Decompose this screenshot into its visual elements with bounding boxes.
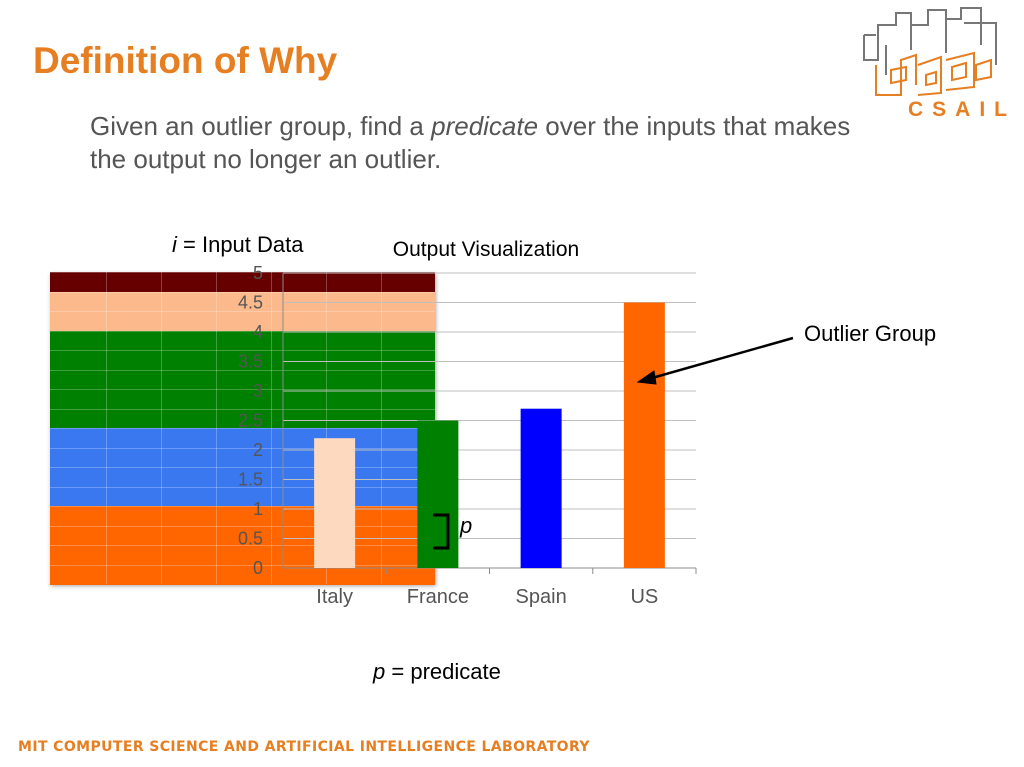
grid-row [50, 564, 435, 585]
predicate-text: predicate [410, 659, 501, 684]
y-tick-label: 0 [253, 558, 263, 578]
subtitle-text-end: over the inputs that makes the output no… [90, 111, 851, 174]
y-tick-label: 2 [253, 440, 263, 460]
grid-row [50, 272, 435, 293]
subtitle-emphasis: predicate [431, 111, 539, 141]
grid-row [50, 408, 435, 429]
bar-france [417, 420, 459, 568]
grid-row [50, 350, 435, 371]
x-tick-label: France [407, 586, 469, 608]
grid-row [50, 311, 435, 332]
grid-column-divider [161, 272, 162, 584]
outlier-group-label: Outlier Group [804, 321, 937, 346]
p-marker-var: p [460, 513, 473, 538]
subtitle-text-start: Given an outlier group, find a [90, 111, 432, 141]
bar-us [623, 302, 665, 568]
slide-title: Definition of Why [33, 40, 338, 81]
grid-column-divider [106, 272, 107, 584]
y-tick-label: 4 [253, 322, 263, 342]
slide-subtitle: Given an outlier group, find a predicate… [90, 110, 870, 176]
outlier-arrow-icon [651, 336, 794, 380]
chart-title: Output Visualization [393, 238, 579, 261]
y-tick-label: 1 [253, 499, 263, 519]
grid-row [50, 369, 435, 390]
y-tick-label: 3 [253, 381, 263, 401]
input-data-label: i = Input Data [172, 232, 303, 258]
footer-lab-name: MIT COMPUTER SCIENCE AND ARTIFICIAL INTE… [18, 739, 590, 755]
predicate-label: p = predicate [373, 659, 501, 685]
input-eq: = [176, 232, 202, 257]
input-var: i [172, 232, 177, 257]
y-tick-label: 2.5 [238, 411, 263, 431]
y-tick-label: 3.5 [238, 352, 263, 372]
p-marker-label: p [460, 513, 472, 539]
y-tick-label: 4.5 [238, 293, 263, 313]
y-tick-label: 1.5 [238, 470, 263, 490]
grid-column-divider [381, 272, 382, 584]
bar-spain [520, 408, 562, 568]
grid-row [50, 330, 435, 351]
bar-italy [314, 438, 356, 568]
x-tick-label: Italy [316, 586, 353, 608]
y-tick-label: 0.5 [238, 529, 263, 549]
grid-column-divider [216, 272, 217, 584]
predicate-eq: = [385, 659, 411, 684]
x-tick-label: Spain [516, 586, 567, 608]
grid-row [50, 291, 435, 312]
input-label-text: Input Data [201, 232, 304, 257]
predicate-var: p [373, 659, 386, 684]
grid-column-divider [326, 272, 327, 584]
logo-text: CSAIL [908, 98, 1016, 121]
csail-logo-icon [863, 7, 997, 96]
arrowhead-icon [636, 370, 657, 385]
predicate-bracket-icon [433, 513, 450, 550]
grid-column-divider [271, 272, 272, 584]
x-tick-label: US [630, 586, 658, 608]
y-tick-label: 5 [253, 263, 263, 283]
grid-row [50, 389, 435, 410]
